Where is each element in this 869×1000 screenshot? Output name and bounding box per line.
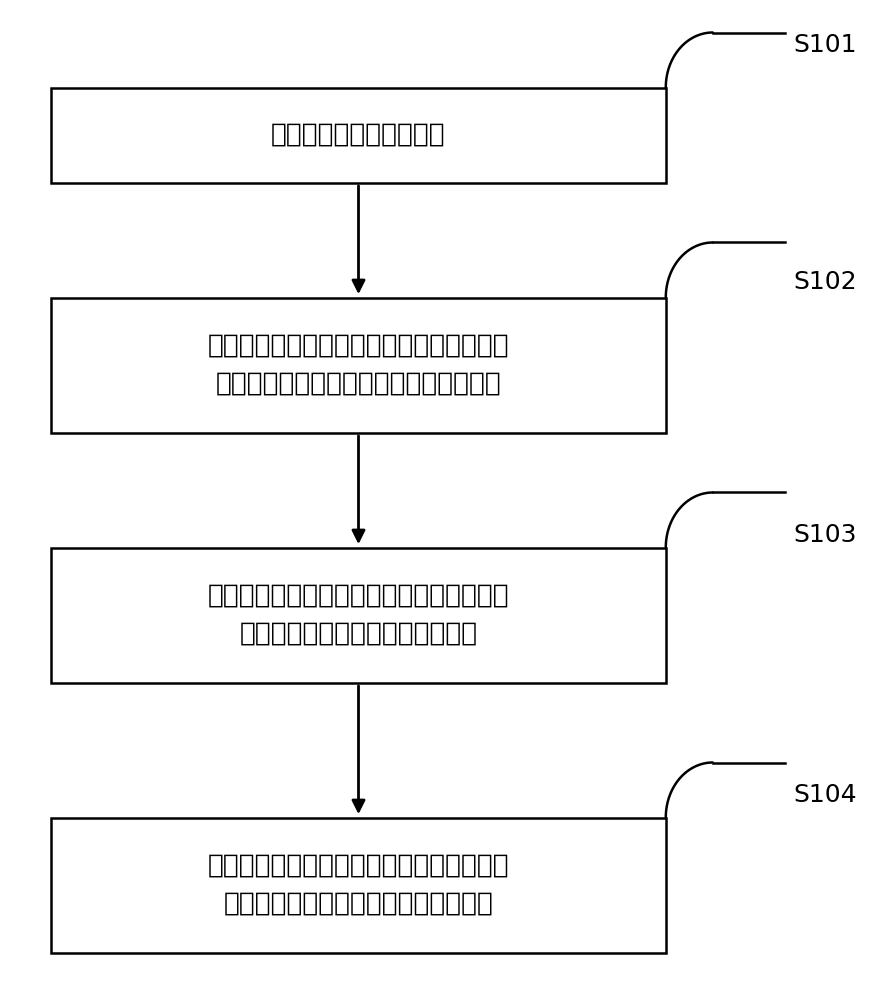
Text: 当判定电机控制器的输出电压和电网电压满
足并网运行条件时，控制电机并网运行: 当判定电机控制器的输出电压和电网电压满 足并网运行条件时，控制电机并网运行: [208, 853, 508, 917]
FancyBboxPatch shape: [51, 818, 665, 952]
FancyBboxPatch shape: [51, 298, 665, 432]
Text: 获取电网频率和电网电压: 获取电网频率和电网电压: [271, 122, 445, 148]
Text: S102: S102: [793, 270, 857, 294]
Text: S101: S101: [793, 33, 856, 57]
Text: 在电机控制器驱动电机运转的过程中，检测
电机控制器的输出频率、输出电压和相位: 在电机控制器驱动电机运转的过程中，检测 电机控制器的输出频率、输出电压和相位: [208, 333, 508, 397]
Text: S104: S104: [793, 783, 857, 807]
Text: S103: S103: [793, 523, 856, 547]
FancyBboxPatch shape: [51, 88, 665, 182]
FancyBboxPatch shape: [51, 548, 665, 682]
Text: 根据电网频率通过电机控制器调节电机的转
速，并使输出频率与电网频率相同: 根据电网频率通过电机控制器调节电机的转 速，并使输出频率与电网频率相同: [208, 583, 508, 647]
